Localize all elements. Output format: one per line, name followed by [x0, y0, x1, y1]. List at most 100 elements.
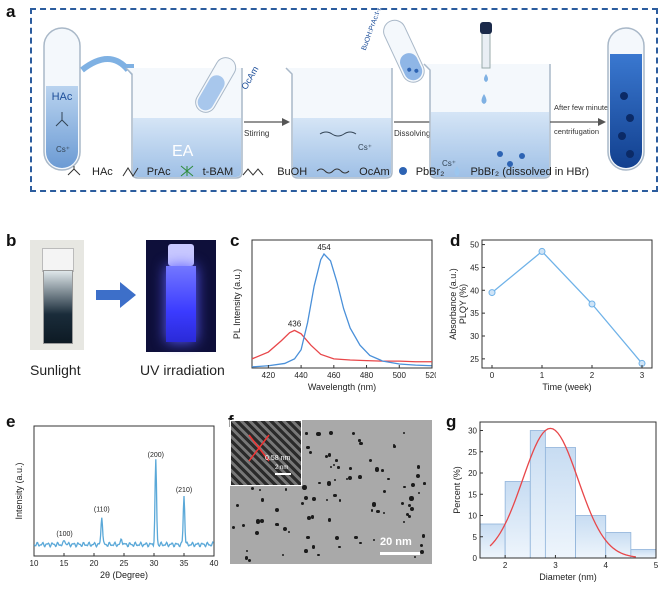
lattice-spacing-label: 0.58 nm	[265, 455, 291, 462]
mix-tube-label: BuOH:PrAc:t-BAM	[361, 8, 387, 51]
nanoparticle	[402, 521, 406, 524]
nanoparticle	[327, 452, 332, 457]
legend-pbbr2: PbBr₂	[415, 166, 445, 178]
nanoparticle	[374, 467, 380, 472]
panel-a-frame	[30, 8, 658, 192]
ocam-molecule-icon	[319, 131, 357, 137]
nanoparticle	[359, 441, 363, 446]
nanoparticle	[302, 485, 307, 490]
nanoparticle	[335, 536, 340, 541]
nanoparticle	[333, 493, 337, 498]
uv-photo	[146, 240, 216, 352]
y-tick-label: 40	[470, 286, 479, 295]
nanoparticle	[348, 476, 353, 481]
x-tick-label: 420	[262, 371, 276, 380]
x-tick-label: 520	[425, 371, 436, 380]
nanoparticle	[284, 488, 287, 491]
peak-label: (100)	[56, 531, 72, 538]
y-tick-label: 25	[468, 448, 477, 457]
x-tick-label: 3	[640, 371, 645, 380]
nanoparticle	[357, 474, 362, 479]
scale-bar	[380, 552, 420, 555]
ocam-chain-icon	[315, 166, 351, 179]
nanoparticle	[354, 536, 358, 540]
y-tick-label: 0	[473, 554, 478, 563]
hac-structure-icon	[66, 165, 84, 180]
nanoparticle	[317, 553, 320, 557]
nanoparticle	[414, 555, 417, 559]
nanoparticle	[345, 477, 349, 481]
panel-label-b: b	[6, 231, 17, 250]
nanoparticle	[275, 522, 279, 526]
nanoparticle	[316, 432, 321, 437]
histogram-bar	[544, 447, 576, 559]
nanoparticle	[329, 466, 332, 469]
nanoparticle	[333, 464, 336, 467]
pl-spectrum-chart: 420 440 460 480 500 520 436 454 Wavelength (nm) P…	[232, 239, 436, 392]
nanoparticle	[419, 549, 424, 554]
cs-label-tube: Cs⁺	[56, 145, 70, 154]
nanoparticle	[387, 477, 390, 480]
x-tick-label: 25	[120, 559, 129, 568]
cs-label-beaker3: Cs⁺	[442, 159, 456, 168]
step-centrifugation: centrifugation	[554, 127, 599, 136]
nanoparticle	[357, 439, 361, 442]
nanoparticle	[421, 534, 426, 538]
step-stirring: Stirring	[244, 129, 269, 138]
plot-frame	[481, 239, 653, 369]
hrtem-inset: 0.58 nm 2 nm	[230, 420, 302, 486]
nanoparticle	[329, 430, 334, 436]
buoh-structure-icon	[241, 165, 269, 180]
nanoparticle	[406, 512, 410, 516]
histogram-bar	[529, 430, 546, 559]
nanoparticle	[419, 544, 423, 548]
nanoparticle	[288, 530, 291, 533]
tbam-structure-icon	[179, 164, 195, 181]
x-tick-label: 40	[210, 559, 219, 568]
nanoparticle	[245, 549, 249, 553]
plqy-line	[491, 250, 643, 364]
nanoparticle	[310, 515, 315, 519]
nanoparticle	[411, 482, 416, 488]
panel-label-d: d	[450, 231, 461, 250]
spectrum-line-1	[251, 329, 432, 363]
x-tick-label: 4	[603, 561, 608, 570]
y-tick-label: 10	[468, 512, 477, 521]
x-tick-label: 440	[294, 371, 308, 380]
panel-label-g: g	[446, 412, 457, 431]
sunlight-photo	[30, 240, 84, 350]
nanoparticle	[383, 512, 386, 515]
nanoparticle	[307, 516, 311, 520]
plqy-chart: 0 1 2 3 25 30 35 40 45 50 Time (week) Absorbance (a…	[448, 239, 653, 392]
nanoparticle	[311, 545, 316, 549]
nanoparticle	[333, 479, 336, 482]
nanoparticle	[304, 549, 308, 553]
y-tick-label: 50	[470, 241, 479, 250]
x-tick-label: 10	[30, 559, 39, 568]
y-tick-label: 30	[468, 427, 477, 436]
x-axis-label: Diameter (nm)	[539, 572, 597, 582]
dropper	[480, 22, 492, 104]
plot-frame	[479, 421, 657, 559]
x-tick-label: 0	[490, 371, 495, 380]
plqy-point	[488, 289, 496, 297]
gaussian-fit-line	[489, 427, 636, 558]
nanoparticle	[231, 525, 235, 529]
peak-label: (200)	[148, 452, 164, 459]
y-tick-label: 35	[470, 309, 479, 318]
nanoparticle	[402, 431, 405, 434]
nanoparticle	[407, 503, 411, 507]
size-distribution-chart: 2 3 4 5 0 5 10 15 20 25 30 Diameter (nm) Percent (%)	[452, 421, 659, 582]
nanoparticle	[381, 469, 385, 473]
nanoparticle	[251, 486, 255, 490]
mix-tube	[383, 19, 425, 83]
nanoparticle	[410, 506, 415, 511]
nanoparticle	[306, 535, 311, 540]
x-tick-label: 30	[150, 559, 159, 568]
panel-a-legend: HAc PrAc t-BAM BuOH OcAm PbBr₂ PbBr₂ (di…	[66, 164, 589, 180]
y-axis-label: Intensity (a.u.)	[14, 462, 24, 519]
y-tick-label: 20	[468, 469, 477, 478]
nanoparticle	[417, 465, 421, 469]
peak-label: (110)	[94, 507, 110, 514]
y-tick-label: 30	[470, 332, 479, 341]
